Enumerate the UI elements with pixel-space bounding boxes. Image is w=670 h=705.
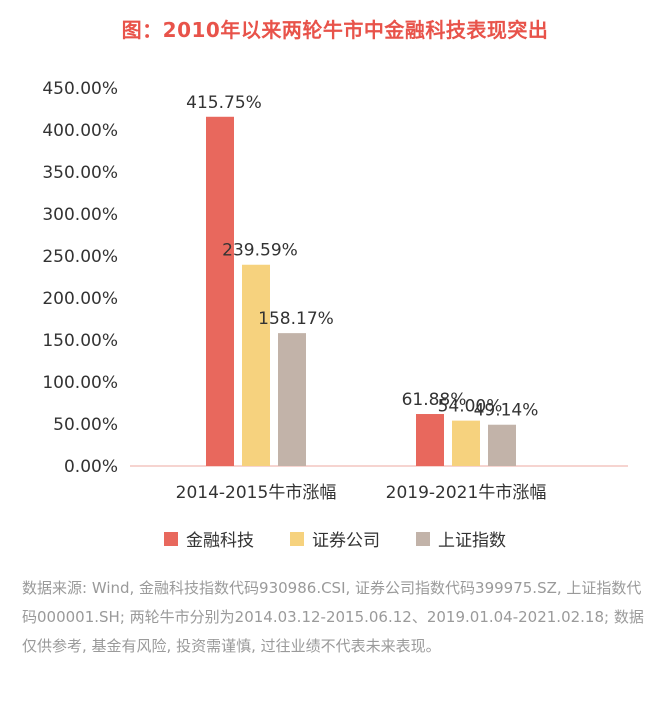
y-tick-label: 50.00% (53, 415, 118, 435)
legend-label-fintech: 金融科技 (186, 531, 254, 551)
legend-swatch-shanghai-index (416, 531, 430, 546)
legend-item-shanghai-index: 上证指数 (416, 526, 506, 551)
x-category-label: 2014-2015牛市涨幅 (176, 483, 337, 503)
bar-value-label: 158.17% (258, 309, 334, 329)
chart-title: 图：2010年以来两轮牛市中金融科技表现突出 (121, 18, 549, 42)
y-tick-label: 100.00% (42, 373, 118, 393)
y-tick-label: 200.00% (42, 289, 118, 309)
legend-swatch-securities (290, 531, 304, 546)
legend-swatch-fintech (164, 531, 178, 546)
y-tick-label: 250.00% (42, 247, 118, 267)
chart-legend: 金融科技 证券公司 上证指数 (0, 526, 670, 551)
legend-label-shanghai-index: 上证指数 (438, 531, 506, 551)
bar-value-label: 61.88% (402, 390, 467, 410)
legend-label-securities: 证券公司 (312, 531, 380, 551)
bar-value-label: 415.75% (186, 93, 262, 113)
source-note: 数据来源: Wind, 金融科技指数代码930986.CSI, 证券公司指数代码… (22, 579, 644, 655)
legend-item-fintech: 金融科技 (164, 526, 254, 551)
legend-item-securities: 证券公司 (290, 526, 380, 551)
bar-value-label: 239.59% (222, 241, 298, 261)
bar (416, 414, 444, 466)
y-tick-label: 150.00% (42, 331, 118, 351)
y-tick-label: 350.00% (42, 163, 118, 183)
y-tick-label: 0.00% (64, 457, 118, 477)
bar (278, 333, 306, 466)
bar-value-label: 49.14% (474, 401, 539, 421)
bar (242, 264, 270, 466)
bar (452, 420, 480, 466)
y-tick-label: 450.00% (42, 79, 118, 99)
x-category-label: 2019-2021牛市涨幅 (386, 483, 547, 503)
bar (206, 116, 234, 467)
bar (488, 424, 516, 466)
y-tick-label: 400.00% (42, 121, 118, 141)
bar-value-label: 54.00% (438, 397, 503, 417)
y-tick-label: 300.00% (42, 205, 118, 225)
bar-chart: 0.00% 50.00% 100.00% 150.00% 200.00% 250.00% 3… (42, 79, 628, 503)
